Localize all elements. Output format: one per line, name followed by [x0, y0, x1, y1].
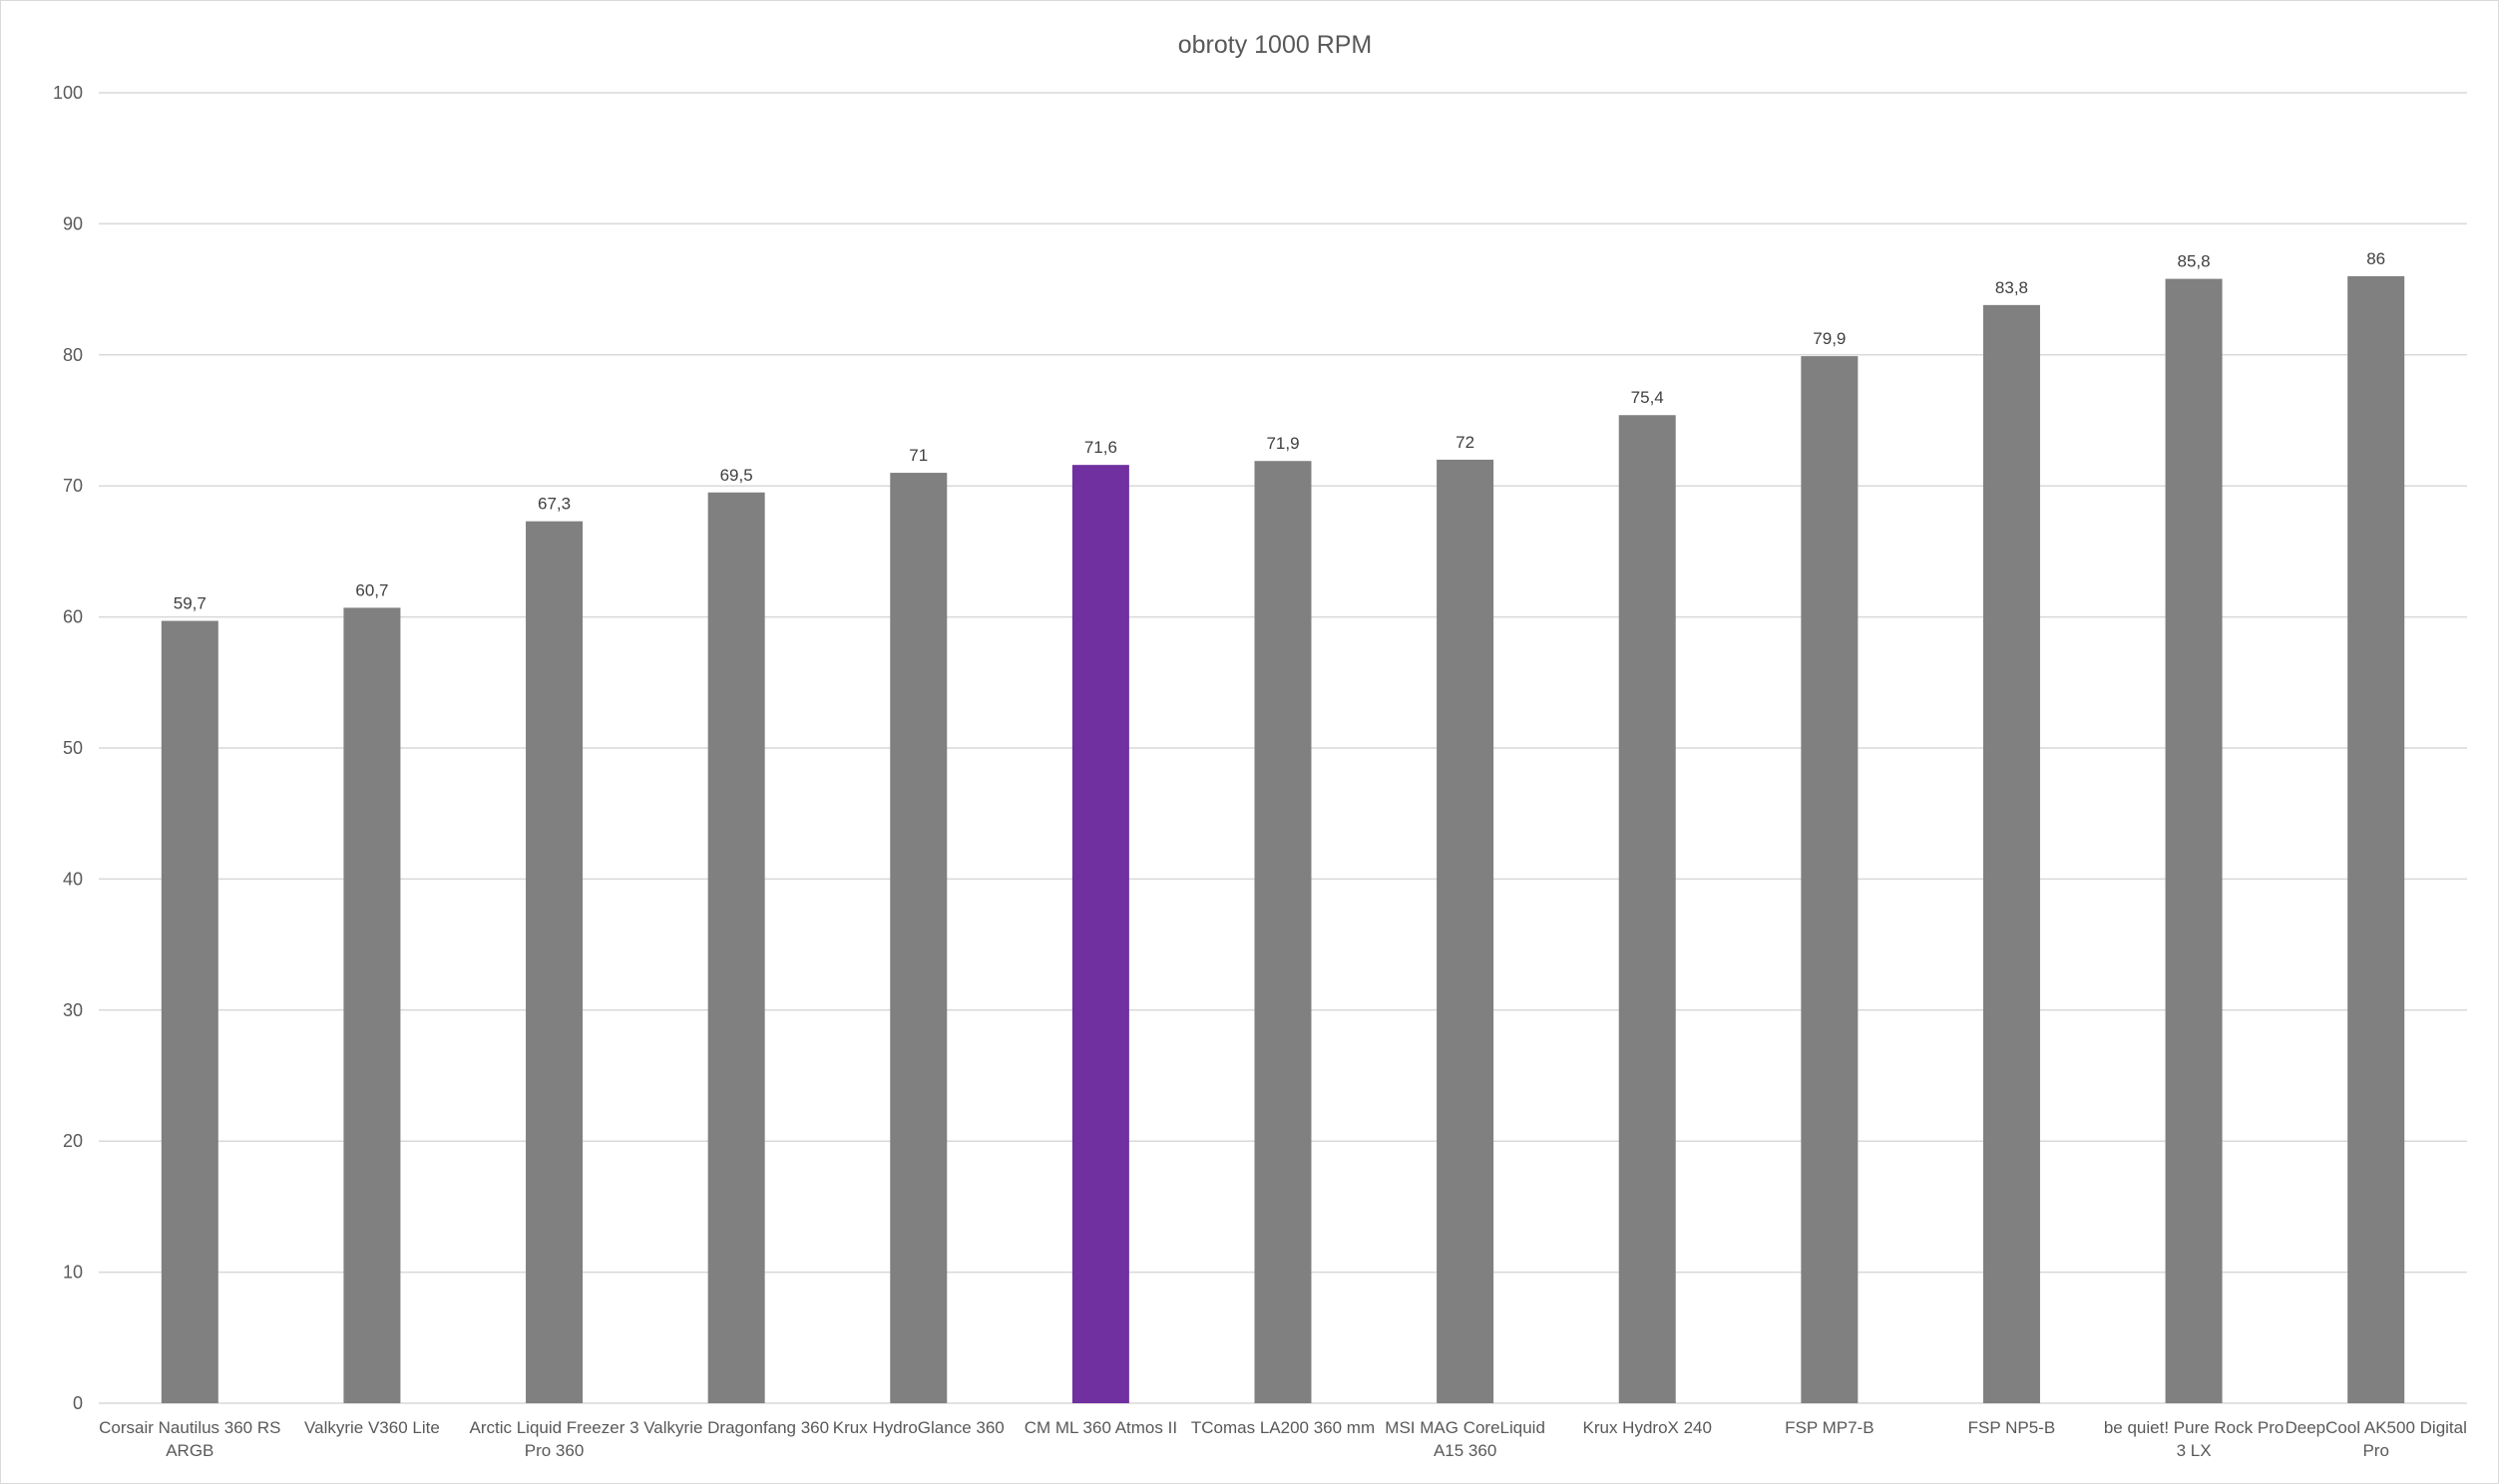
x-tick-label: Valkyrie V360 Lite: [304, 1418, 440, 1437]
chart-title: obroty 1000 RPM: [1178, 31, 1373, 59]
y-axis-ticks: 0 10 20 30 40 50 60 70 80 90 100: [53, 83, 83, 1413]
bar: [1801, 356, 1859, 1403]
data-label: 60,7: [355, 580, 388, 599]
data-label: 72: [1456, 433, 1474, 452]
data-label: 69,5: [720, 466, 753, 485]
y-tick-label: 80: [63, 345, 83, 365]
x-tick-label: DeepCool AK500 Digital Pro: [2285, 1418, 2466, 1460]
x-tick-label: be quiet! Pure Rock Pro 3 LX: [2104, 1418, 2284, 1460]
bar: [890, 473, 948, 1403]
data-label: 83,8: [1995, 278, 2028, 297]
bar: [1618, 415, 1676, 1403]
y-tick-label: 40: [63, 869, 83, 889]
data-label: 86: [2366, 249, 2385, 268]
y-tick-label: 30: [63, 1000, 83, 1020]
y-tick-label: 10: [63, 1263, 83, 1283]
bar: [343, 607, 401, 1403]
bar: [707, 492, 765, 1403]
bar: [526, 521, 584, 1403]
bar: [161, 620, 218, 1403]
y-tick-label: 50: [63, 738, 83, 758]
data-label: 85,8: [2178, 252, 2211, 271]
y-tick-label: 70: [63, 476, 83, 496]
bar: [1254, 461, 1312, 1403]
bar: [2165, 278, 2223, 1403]
data-label: 75,4: [1631, 388, 1664, 407]
x-tick-label: Krux HydroGlance 360: [833, 1418, 1005, 1437]
y-tick-label: 0: [73, 1393, 83, 1413]
data-labels: 59,7 60,7 67,3 69,5 71 71,6 71,9 72 75,4 79,9 83,8…: [174, 249, 2385, 613]
bar: [1071, 465, 1129, 1403]
x-axis-labels: Corsair Nautilus 360 RS ARGB Valkyrie V360…: [99, 1418, 2467, 1460]
x-tick-label: CM ML 360 Atmos II: [1025, 1418, 1177, 1437]
bar: [2347, 275, 2405, 1404]
bars: [161, 275, 2405, 1404]
y-tick-label: 90: [63, 213, 83, 233]
bar: [1982, 304, 2040, 1403]
data-label: 59,7: [174, 594, 207, 613]
data-label: 71,9: [1266, 434, 1299, 453]
x-tick-label: FSP MP7-B: [1785, 1418, 1874, 1437]
data-label: 67,3: [538, 495, 571, 514]
data-label: 79,9: [1813, 329, 1846, 348]
y-tick-label: 100: [53, 83, 83, 103]
x-tick-label: MSI MAG CoreLiquid A15 360: [1385, 1418, 1545, 1460]
x-tick-label: Valkyrie Dragonfang 360: [643, 1418, 829, 1437]
data-label: 71: [909, 446, 928, 465]
bar: [1437, 459, 1494, 1403]
x-tick-label: Krux HydroX 240: [1583, 1418, 1712, 1437]
x-tick-label: FSP NP5-B: [1968, 1418, 2056, 1437]
x-tick-label: Corsair Nautilus 360 RS ARGB: [99, 1418, 280, 1460]
y-tick-label: 60: [63, 607, 83, 627]
y-tick-label: 20: [63, 1131, 83, 1151]
data-label: 71,6: [1084, 438, 1117, 457]
x-tick-label: TComas LA200 360 mm: [1191, 1418, 1375, 1437]
x-tick-label: Arctic Liquid Freezer 3 Pro 360: [469, 1418, 638, 1460]
